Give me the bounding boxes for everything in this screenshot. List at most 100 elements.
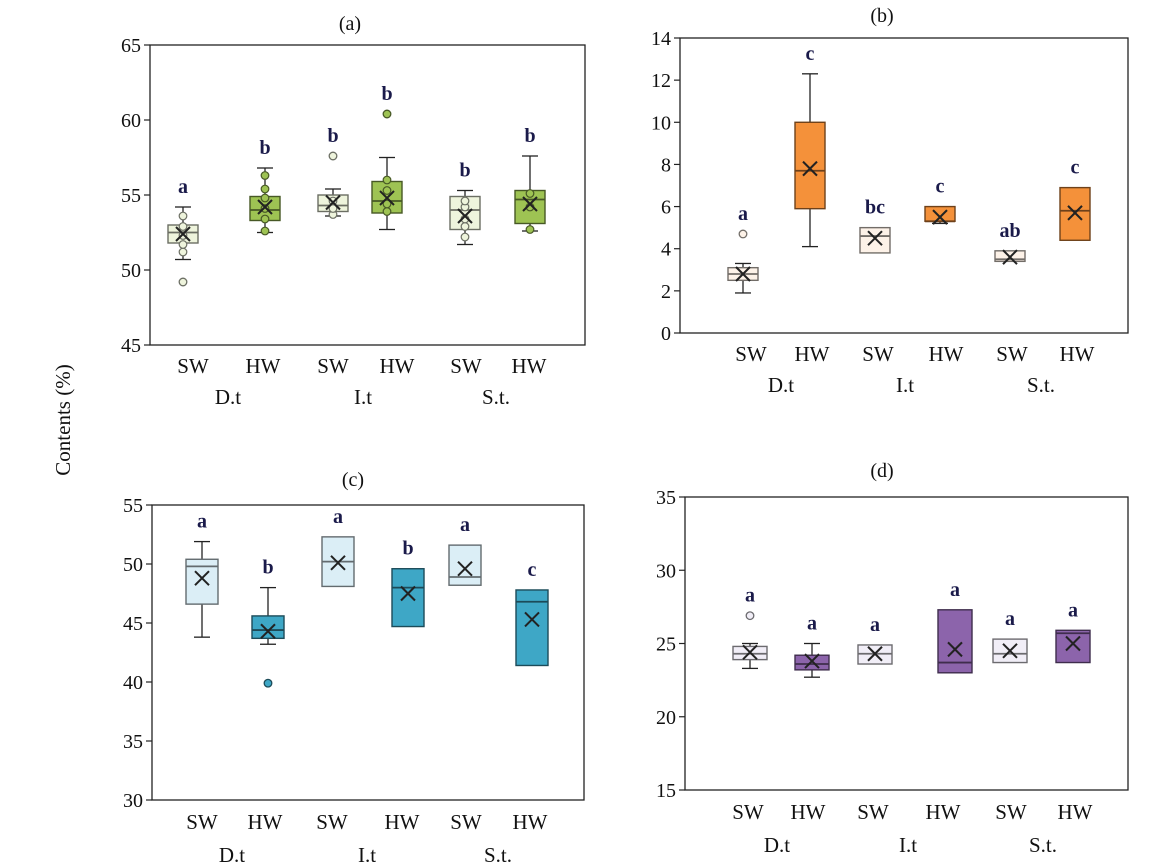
y-tick-label: 45 (123, 613, 143, 635)
box-body (251, 615, 285, 640)
x-category-label: HW (1060, 342, 1095, 366)
panel-title: (d) (870, 460, 893, 482)
box-sw: a (321, 506, 355, 588)
box-hw: a (937, 579, 973, 674)
box-sw: a (167, 176, 199, 287)
mean-marker (457, 208, 473, 224)
significance-letter: b (381, 83, 392, 105)
box-sw: bc (859, 197, 891, 254)
significance-letter: a (745, 585, 755, 607)
y-tick-label: 14 (651, 28, 671, 50)
significance-letter: bc (865, 197, 885, 219)
data-point (260, 226, 270, 236)
x-category-label: SW (316, 810, 348, 834)
significance-letter: b (459, 160, 470, 182)
mean-marker (1002, 249, 1018, 265)
y-axis-label: Contents (%) (51, 364, 75, 475)
box-sw: a (992, 608, 1028, 664)
significance-letter: a (460, 514, 470, 536)
x-category-label: SW (862, 342, 894, 366)
mean-marker (735, 266, 751, 282)
x-category-label: SW (732, 800, 764, 824)
mean-marker (194, 570, 210, 586)
x-group-label: D.t (219, 843, 245, 867)
y-tick-label: 20 (656, 707, 676, 729)
y-tick-label: 65 (121, 35, 141, 57)
x-group-label: I.t (899, 833, 917, 857)
mean-marker (867, 230, 883, 246)
x-category-label: HW (246, 354, 281, 378)
y-tick-label: 12 (651, 70, 671, 92)
y-tick-label: 2 (661, 281, 671, 303)
significance-letter: a (950, 579, 960, 601)
y-tick-label: 8 (661, 154, 671, 176)
data-point (260, 184, 270, 194)
box-body (924, 205, 956, 223)
y-tick-label: 15 (656, 780, 676, 802)
x-category-label: HW (1058, 800, 1093, 824)
x-category-label: HW (795, 342, 830, 366)
box-hw: a (794, 613, 830, 678)
outlier-point (382, 109, 392, 119)
data-point (260, 214, 270, 224)
mean-marker (330, 555, 346, 571)
mean-marker (524, 611, 540, 628)
data-point (260, 193, 270, 203)
y-tick-label: 45 (121, 335, 141, 357)
data-point (178, 240, 188, 249)
mean-marker (802, 160, 818, 177)
y-tick-label: 60 (121, 110, 141, 132)
outlier-point (328, 151, 338, 161)
panel-title: (b) (870, 5, 893, 27)
outlier-point (263, 678, 273, 688)
mean-marker (457, 561, 473, 577)
mean-marker (522, 196, 538, 212)
data-point (460, 232, 470, 242)
data-point (382, 175, 392, 185)
y-tick-label: 30 (123, 790, 143, 812)
box-hw: b (391, 538, 425, 628)
data-point (382, 207, 392, 216)
x-category-label: HW (926, 800, 961, 824)
significance-letter: c (806, 43, 815, 65)
data-point (525, 189, 535, 198)
mean-marker (932, 209, 948, 225)
y-tick-label: 6 (661, 197, 671, 219)
outlier-point (738, 229, 748, 239)
x-group-label: D.t (768, 373, 794, 397)
significance-letter: b (259, 137, 270, 159)
significance-letter: b (402, 538, 413, 560)
y-tick-label: 35 (656, 487, 676, 509)
y-tick-label: 25 (656, 634, 676, 656)
significance-letter: c (1071, 157, 1080, 179)
data-point (260, 204, 270, 213)
box-hw: b (371, 83, 403, 231)
mean-marker (325, 194, 341, 211)
x-category-label: HW (385, 810, 420, 834)
significance-letter: b (524, 125, 535, 147)
data-point (328, 196, 338, 206)
significance-letter: c (528, 559, 537, 581)
x-group-label: S.t. (482, 385, 510, 409)
x-category-label: SW (450, 354, 482, 378)
box-sw: a (857, 614, 893, 665)
data-point (178, 247, 188, 257)
significance-letter: a (1005, 608, 1015, 630)
x-category-label: SW (857, 800, 889, 824)
box-body (448, 544, 482, 586)
x-group-label: D.t (215, 385, 241, 409)
x-group-label: I.t (358, 843, 376, 867)
box-sw: a (185, 511, 219, 638)
significance-letter: ab (999, 220, 1020, 242)
significance-letter: a (738, 203, 748, 225)
x-category-label: SW (996, 342, 1028, 366)
x-category-label: HW (512, 354, 547, 378)
mean-marker (175, 226, 191, 242)
y-tick-label: 4 (661, 239, 671, 261)
mean-marker (400, 585, 416, 602)
box-body (859, 226, 891, 254)
x-category-label: SW (186, 810, 218, 834)
